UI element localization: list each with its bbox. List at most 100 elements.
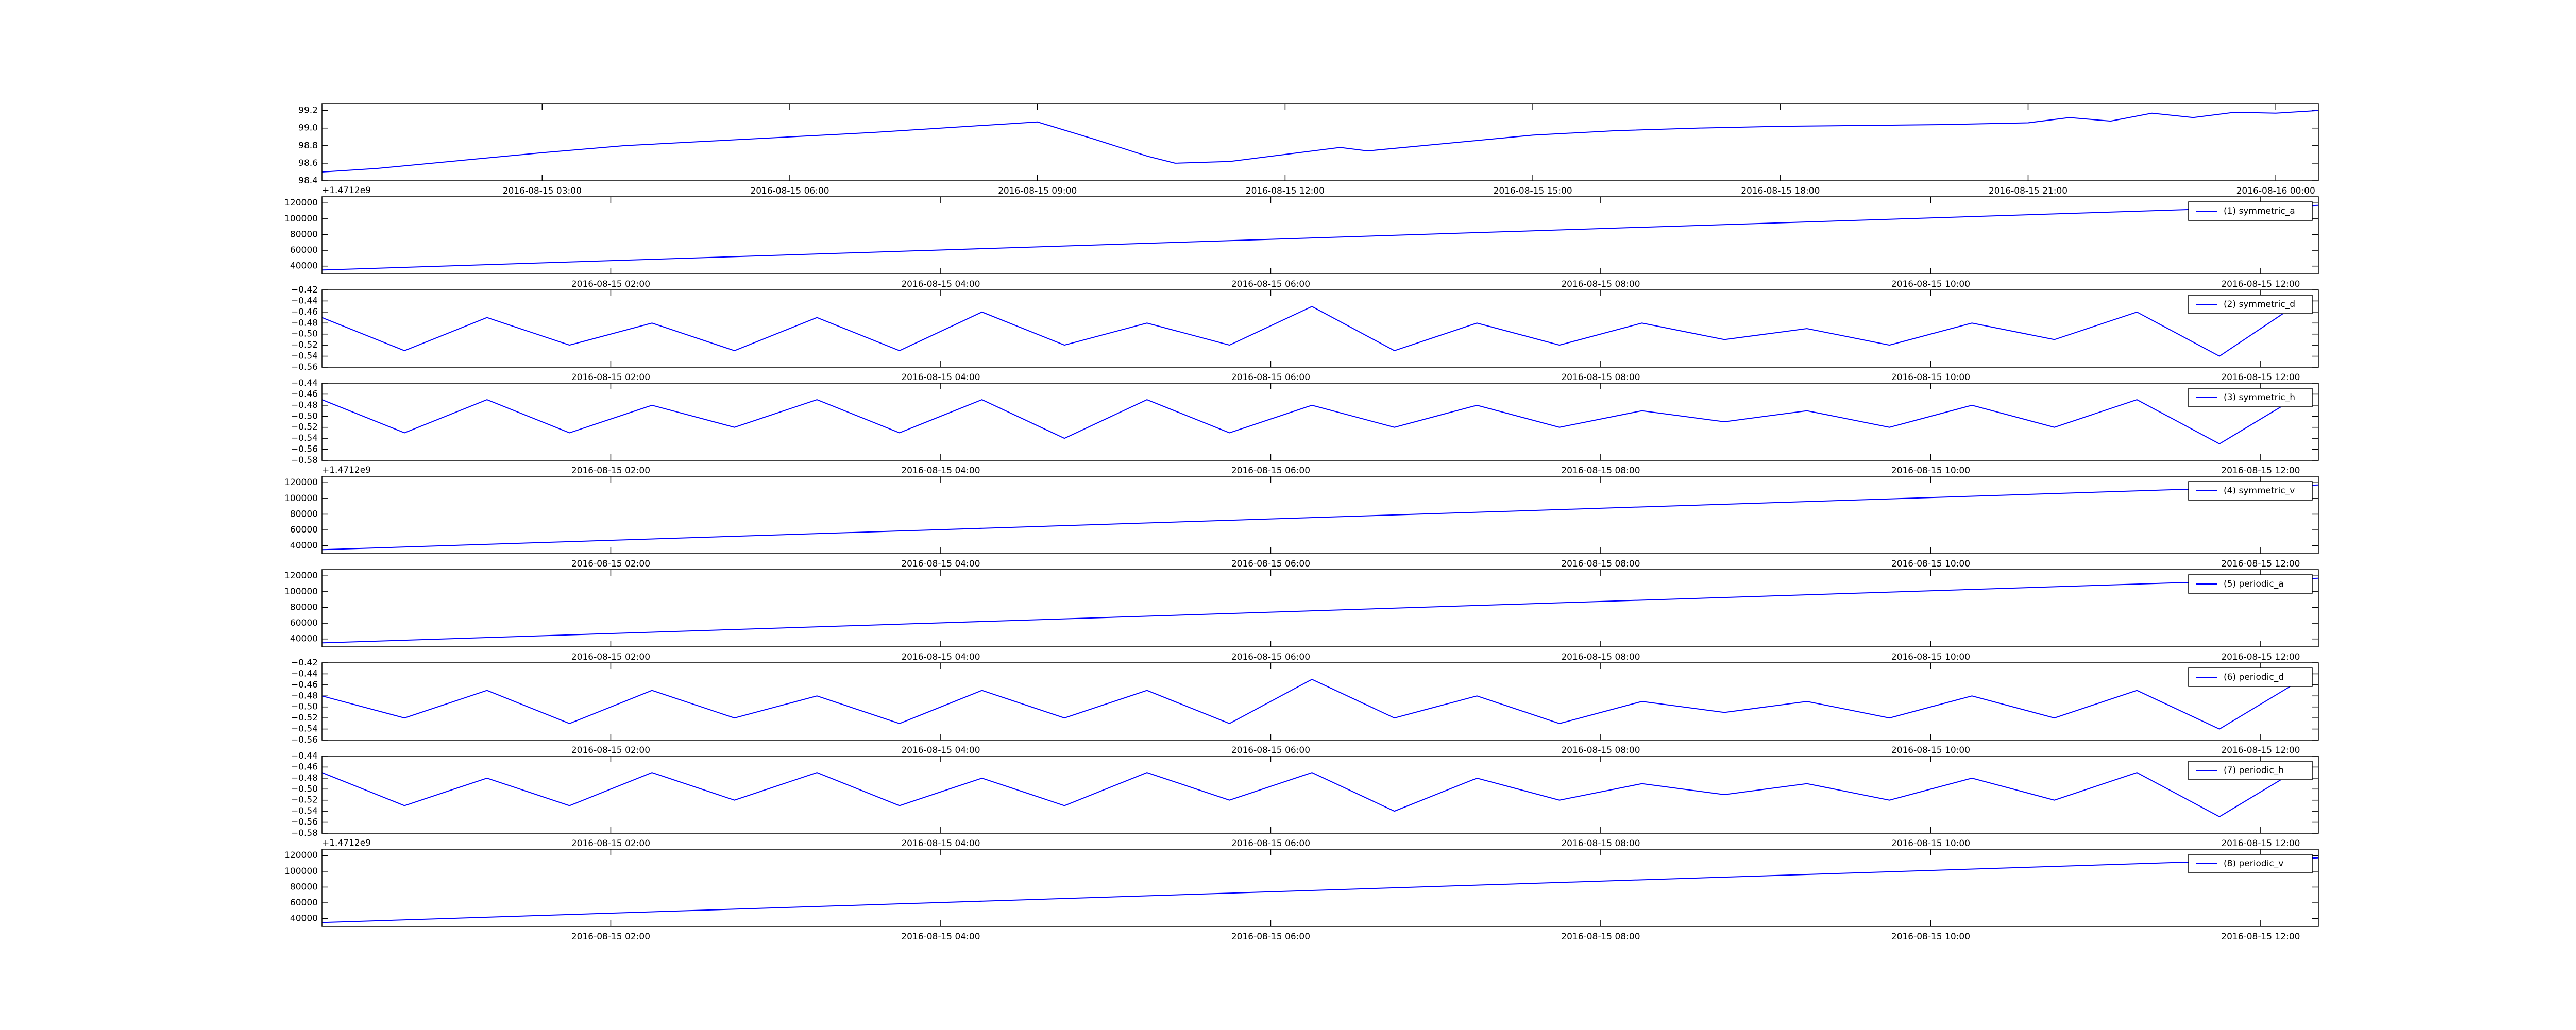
- y-tick-label: −0.58: [291, 828, 318, 838]
- x-tick-label: 2016-08-15 08:00: [1561, 652, 1640, 662]
- axes-frame: [321, 662, 2319, 741]
- data-line: [322, 300, 2302, 357]
- x-tick-label: 2016-08-15 04:00: [901, 838, 980, 849]
- y-tick-label: −0.44: [291, 751, 318, 761]
- y-tick-label: −0.54: [291, 433, 318, 443]
- x-tick-label: 2016-08-15 02:00: [571, 932, 650, 942]
- x-tick-label: 2016-08-15 12:00: [2221, 279, 2300, 289]
- x-tick-label: 2016-08-15 04:00: [901, 372, 980, 383]
- y-tick-label: −0.42: [291, 658, 318, 668]
- y-tick-label: −0.52: [291, 713, 318, 723]
- y-tick-label: −0.50: [291, 702, 318, 712]
- y-tick-label: −0.50: [291, 784, 318, 794]
- x-tick-label: 2016-08-15 04:00: [901, 466, 980, 476]
- x-tick-label: 2016-08-15 06:00: [1231, 372, 1310, 383]
- x-tick-label: 2016-08-15 10:00: [1891, 466, 1970, 476]
- x-tick-label: 2016-08-15 06:00: [750, 186, 829, 196]
- y-tick-label: 120000: [284, 850, 318, 861]
- x-tick-label: 2016-08-15 10:00: [1891, 279, 1970, 289]
- y-tick-label: −0.44: [291, 668, 318, 679]
- x-tick-label: 2016-08-15 06:00: [1231, 838, 1310, 849]
- x-tick-label: 2016-08-15 21:00: [1989, 186, 2067, 196]
- y-tick-label: 60000: [290, 618, 318, 628]
- data-line: [322, 577, 2318, 644]
- x-tick-label: 2016-08-15 10:00: [1891, 838, 1970, 849]
- x-tick-label: 2016-08-15 02:00: [571, 466, 650, 476]
- y-tick-label: −0.46: [291, 762, 318, 772]
- x-tick-label: 2016-08-15 06:00: [1231, 932, 1310, 942]
- axes-frame: [321, 196, 2319, 274]
- y-tick-label: 60000: [290, 525, 318, 535]
- y-tick-label: −0.56: [291, 362, 318, 372]
- x-tick-label: 2016-08-15 04:00: [901, 932, 980, 942]
- data-line: [322, 110, 2318, 173]
- y-tick-label: 60000: [290, 245, 318, 255]
- x-tick-label: 2016-08-15 06:00: [1231, 745, 1310, 756]
- axes-frame: [321, 849, 2319, 927]
- legend-label: (2) symmetric_d: [2224, 299, 2295, 310]
- y-tick-label: 40000: [290, 914, 318, 924]
- x-tick-label: 2016-08-15 04:00: [901, 279, 980, 289]
- x-tick-label: 2016-08-15 08:00: [1561, 279, 1640, 289]
- y-tick-label: 98.8: [298, 141, 318, 151]
- y-tick-label: 120000: [284, 571, 318, 581]
- x-tick-label: 2016-08-15 10:00: [1891, 652, 1970, 662]
- axes-frame: [321, 383, 2319, 461]
- y-tick-label: 80000: [290, 602, 318, 612]
- y-tick-label: −0.48: [291, 400, 318, 410]
- y-tick-label: −0.52: [291, 340, 318, 350]
- data-line: [322, 484, 2318, 551]
- x-tick-label: 2016-08-15 08:00: [1561, 559, 1640, 569]
- x-tick-label: 2016-08-15 04:00: [901, 559, 980, 569]
- legend-label: (6) periodic_d: [2224, 672, 2284, 682]
- x-tick-label: 2016-08-15 12:00: [2221, 745, 2300, 756]
- y-tick-label: 99.0: [298, 123, 318, 133]
- x-tick-label: 2016-08-15 04:00: [901, 745, 980, 756]
- y-tick-label: −0.46: [291, 307, 318, 317]
- y-tick-label: −0.52: [291, 422, 318, 433]
- x-tick-label: 2016-08-15 08:00: [1561, 466, 1640, 476]
- x-tick-label: 2016-08-16 00:00: [2236, 186, 2315, 196]
- y-tick-label: −0.44: [291, 296, 318, 306]
- x-tick-label: 2016-08-15 08:00: [1561, 745, 1640, 756]
- x-tick-label: 2016-08-15 02:00: [571, 559, 650, 569]
- axes-frame: [321, 476, 2319, 554]
- data-line: [322, 857, 2318, 923]
- legend-label: (5) periodic_a: [2224, 579, 2284, 589]
- y-tick-label: −0.52: [291, 795, 318, 805]
- y-tick-label: 80000: [290, 882, 318, 892]
- data-line: [322, 393, 2302, 445]
- y-tick-label: 100000: [284, 866, 318, 877]
- y-tick-label: −0.54: [291, 351, 318, 362]
- x-tick-label: 2016-08-15 08:00: [1561, 838, 1640, 849]
- y-tick-label: 40000: [290, 541, 318, 551]
- x-tick-label: 2016-08-15 06:00: [1231, 279, 1310, 289]
- y-tick-label: −0.48: [291, 318, 318, 328]
- y-tick-label: −0.58: [291, 455, 318, 466]
- axes-frame: [321, 569, 2319, 647]
- x-tick-label: 2016-08-15 02:00: [571, 838, 650, 849]
- axes-frame: [321, 103, 2319, 181]
- x-tick-label: 2016-08-15 10:00: [1891, 559, 1970, 569]
- offset-text: +1.4712e9: [322, 465, 371, 475]
- x-tick-label: 2016-08-15 12:00: [2221, 652, 2300, 662]
- y-tick-label: −0.46: [291, 680, 318, 690]
- legend-box: [2188, 481, 2313, 501]
- x-tick-label: 2016-08-15 10:00: [1891, 372, 1970, 383]
- x-tick-label: 2016-08-15 04:00: [901, 652, 980, 662]
- x-tick-label: 2016-08-15 08:00: [1561, 932, 1640, 942]
- y-tick-label: 40000: [290, 634, 318, 644]
- x-tick-label: 2016-08-15 02:00: [571, 279, 650, 289]
- y-tick-label: −0.46: [291, 389, 318, 399]
- x-tick-label: 2016-08-15 12:00: [2221, 466, 2300, 476]
- y-tick-label: 80000: [290, 509, 318, 519]
- x-tick-label: 2016-08-15 15:00: [1494, 186, 1572, 196]
- y-tick-label: 99.2: [298, 106, 318, 116]
- y-tick-label: −0.54: [291, 806, 318, 816]
- legend-label: (1) symmetric_a: [2224, 206, 2295, 216]
- y-tick-label: −0.50: [291, 329, 318, 339]
- y-tick-label: 80000: [290, 229, 318, 239]
